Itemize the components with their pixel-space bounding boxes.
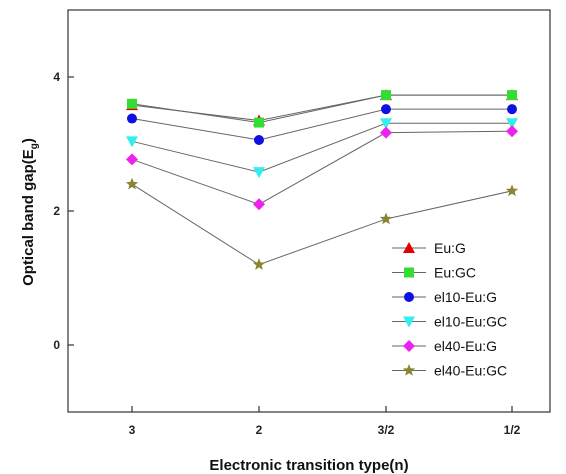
series-line-3 (131, 122, 512, 173)
data-point-square (381, 90, 391, 101)
axis-ticks: 3 2 3/2 1/2 0 2 4 (53, 70, 520, 437)
legend-marker-square (404, 267, 414, 278)
y-axis-title-subscript: g (29, 143, 40, 149)
data-point-square (127, 98, 137, 109)
legend-label: el40-Eu:G (434, 338, 497, 354)
legend-marker-circle (404, 292, 414, 302)
data-point-circle (254, 134, 264, 145)
data-point-square (507, 90, 517, 101)
series-lines (131, 94, 513, 266)
data-point-star (125, 177, 139, 190)
data-point-circle (507, 104, 517, 115)
legend-label: Eu:GC (434, 265, 476, 281)
series-line-5 (131, 183, 513, 266)
legend-marker-star (402, 364, 416, 376)
y-tick-label: 0 (53, 338, 60, 352)
legend-label: Eu:G (434, 240, 466, 256)
data-point-triangle-down (380, 118, 392, 130)
data-point-diamond (380, 126, 392, 139)
x-tick-label: 3/2 (378, 423, 395, 437)
legend-label: el40-Eu:GC (434, 363, 507, 379)
data-point-circle (381, 104, 391, 115)
series-line-0 (131, 94, 512, 122)
y-axis-title-close: ) (20, 138, 37, 143)
data-point-diamond (253, 198, 265, 211)
series-line-1 (131, 94, 512, 124)
series-line-2 (131, 108, 512, 141)
legend-marker-triangle-down (403, 316, 415, 328)
data-point-triangle-down (253, 167, 265, 179)
data-point-triangle-down (506, 118, 518, 130)
series-markers (125, 89, 519, 270)
data-point-diamond (506, 125, 518, 138)
data-point-star (252, 258, 266, 270)
legend-label: el10-Eu:G (434, 289, 497, 305)
data-point-star (379, 212, 393, 225)
y-axis-title: Optical band gap(Eg) (20, 138, 40, 286)
legend-marker-diamond (403, 340, 415, 352)
series-line-4 (131, 130, 513, 205)
y-axis-title-main: Optical band gap(E (20, 149, 37, 286)
x-tick-label: 2 (256, 423, 263, 437)
data-point-circle (127, 113, 137, 124)
y-tick-label: 4 (53, 70, 60, 84)
y-tick-label: 2 (53, 204, 60, 218)
data-point-star (505, 184, 519, 197)
x-axis-title: Electronic transition type(n) (209, 457, 408, 474)
legend: Eu:G Eu:GC el10-Eu:G el10-Eu:GC el40-Eu:G el4… (392, 240, 507, 379)
x-tick-label: 3 (129, 423, 136, 437)
x-tick-label: 1/2 (504, 423, 521, 437)
data-point-triangle-down (126, 136, 138, 148)
legend-label: el10-Eu:GC (434, 314, 507, 330)
data-point-square (254, 117, 264, 128)
svg-text:Optical band gap(Eg): Optical band gap(Eg) (20, 138, 40, 286)
legend-marker-triangle (403, 242, 415, 253)
data-point-diamond (126, 153, 138, 166)
